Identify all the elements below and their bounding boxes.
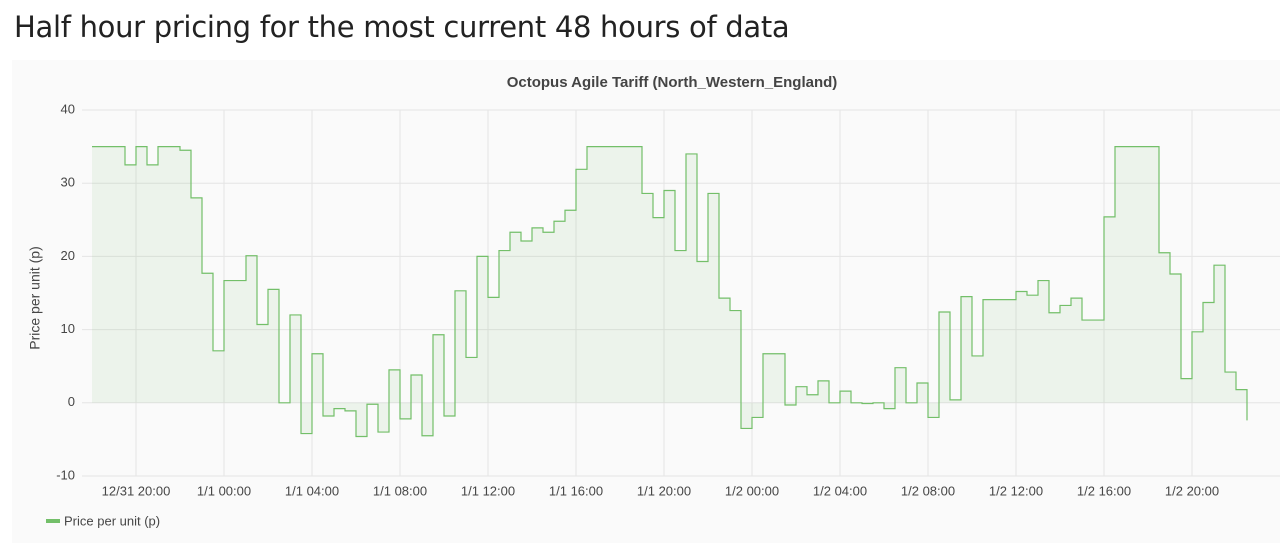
- area: [92, 146, 1247, 437]
- y-axis-label: Price per unit (p): [27, 246, 43, 349]
- x-tick-label: 1/1 20:00: [637, 483, 691, 498]
- legend-label: Price per unit (p): [64, 513, 160, 528]
- y-tick-label: -10: [56, 467, 75, 482]
- chart-title: Octopus Agile Tariff (North_Western_Engl…: [507, 74, 838, 91]
- page-title: Half hour pricing for the most current 4…: [14, 10, 790, 44]
- x-tick-label: 1/2 16:00: [1077, 483, 1131, 498]
- x-tick-label: 1/2 00:00: [725, 483, 779, 498]
- y-tick-label: 30: [61, 175, 75, 190]
- y-tick-label: 10: [61, 321, 75, 336]
- x-tick-label: 1/1 08:00: [373, 483, 427, 498]
- y-tick-label: 40: [61, 101, 75, 116]
- x-tick-label: 1/2 04:00: [813, 483, 867, 498]
- legend-swatch: [46, 519, 60, 523]
- line: [92, 146, 1248, 438]
- y-tick-label: 20: [61, 248, 75, 263]
- x-tick-label: 1/1 16:00: [549, 483, 603, 498]
- panel: [12, 60, 1280, 543]
- x-tick-label: 12/31 20:00: [102, 483, 171, 498]
- x-tick-label: 1/2 12:00: [989, 483, 1043, 498]
- x-tick-label: 1/2 20:00: [1165, 483, 1219, 498]
- x-tick-label: 1/2 08:00: [901, 483, 955, 498]
- y-tick-label: 0: [68, 394, 75, 409]
- x-tick-label: 1/1 04:00: [285, 483, 339, 498]
- x-tick-label: 1/1 00:00: [197, 483, 251, 498]
- x-tick-label: 1/1 12:00: [461, 483, 515, 498]
